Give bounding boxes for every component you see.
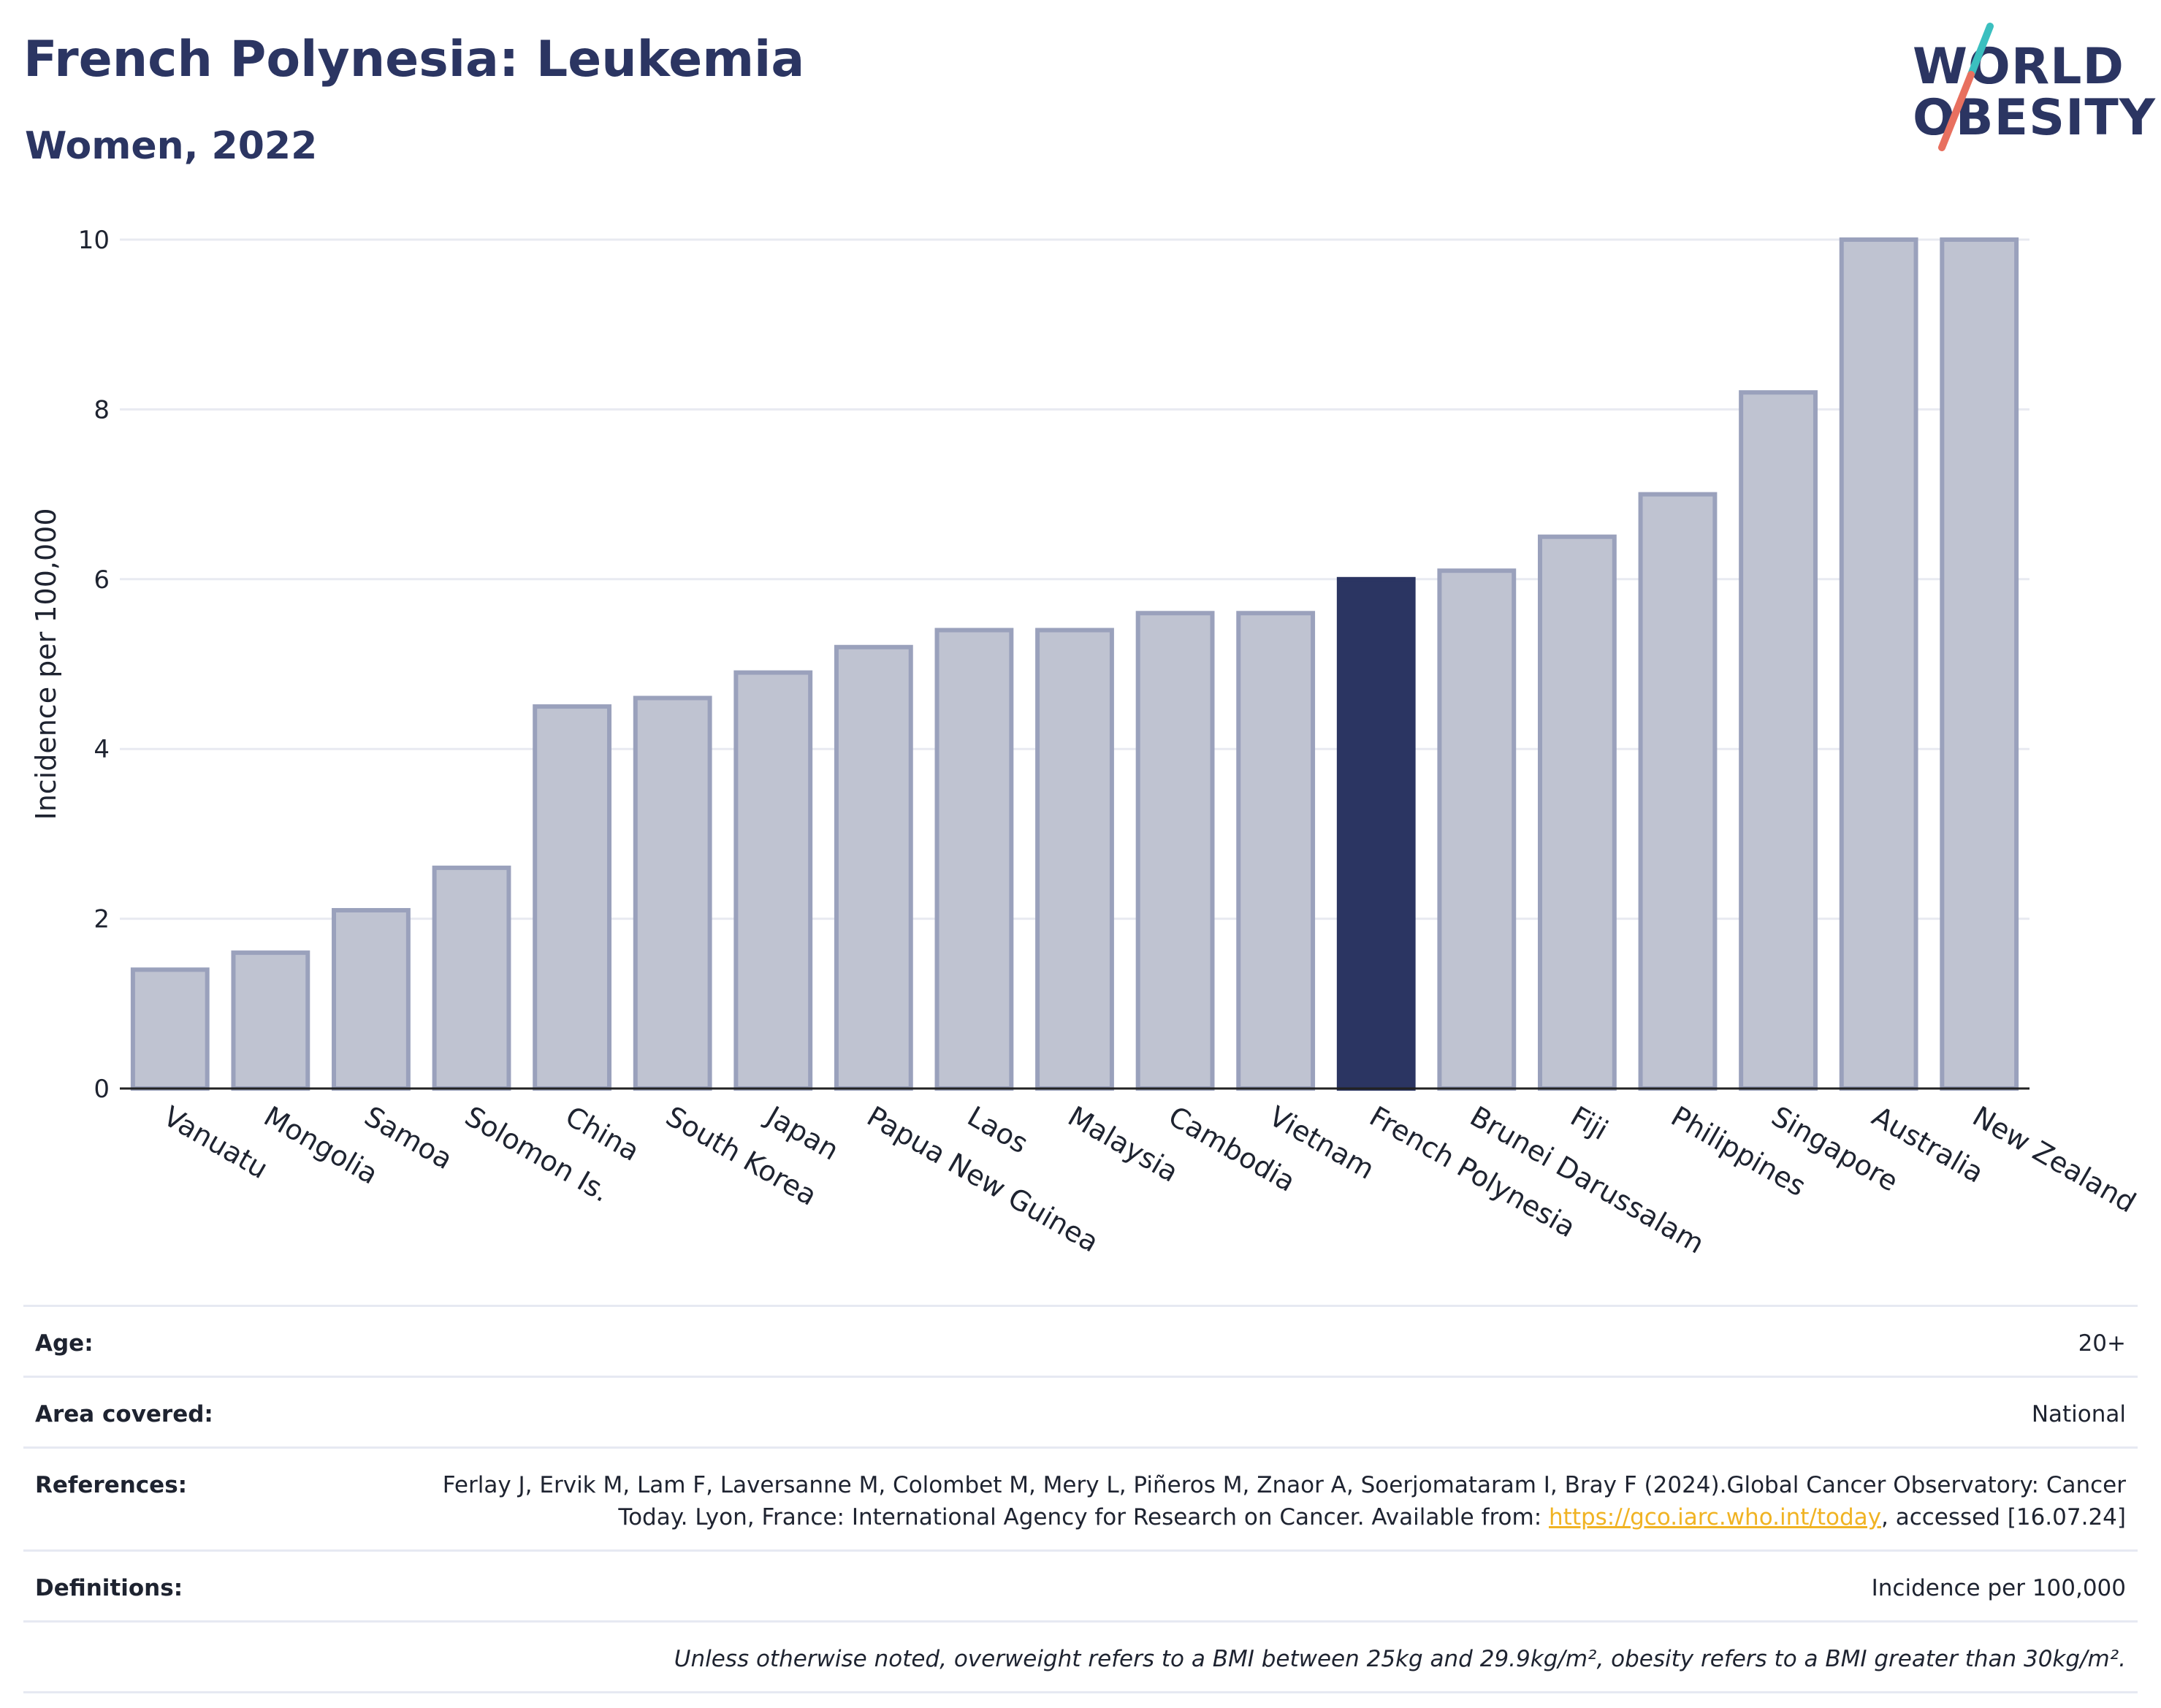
bar (633, 695, 712, 1091)
age-label: Age: (35, 1330, 94, 1357)
info-row-references: References: Ferlay J, Ervik M, Lam F, La… (23, 1446, 2138, 1549)
y-tick-label: 4 (94, 735, 110, 764)
definitions-label: Definitions: (35, 1575, 183, 1601)
x-category-label: Malaysia (1063, 1100, 1184, 1189)
bar (1236, 611, 1316, 1091)
bar (834, 644, 913, 1091)
page-title: French Polynesia: Leukemia (23, 31, 805, 88)
x-category-label: Fiji (1565, 1100, 1613, 1146)
logo-slash-icon (1938, 23, 1994, 151)
y-tick-label: 10 (78, 226, 110, 255)
bar-highlight (1336, 576, 1416, 1091)
y-tick-label: 0 (94, 1075, 110, 1104)
bar (533, 704, 612, 1091)
bar (1537, 534, 1617, 1091)
bmi-note: Unless otherwise noted, overweight refer… (674, 1646, 2126, 1672)
bar (130, 967, 210, 1091)
references-label: References: (35, 1472, 188, 1498)
world-obesity-logo: WORLD OBESITY (1899, 22, 2155, 161)
info-row-note: Unless otherwise noted, overweight refer… (23, 1620, 2138, 1693)
references-value: Ferlay J, Ervik M, Lam F, Laversanne M, … (373, 1469, 2126, 1533)
bar (1940, 237, 2019, 1091)
x-category-label: New Zealand (1967, 1100, 2141, 1219)
x-category-label: Vanuatu (158, 1100, 273, 1185)
x-category-label: Laos (962, 1100, 1034, 1160)
x-category-label: Mongolia (259, 1100, 384, 1191)
bar (1839, 237, 1918, 1091)
bar (1638, 492, 1718, 1091)
logo-text-line1: WORLD (1913, 38, 2124, 96)
bar (432, 865, 511, 1091)
bar (934, 628, 1014, 1091)
y-tick-label: 2 (94, 905, 110, 934)
y-tick-label: 8 (94, 395, 110, 424)
age-value: 20+ (2078, 1330, 2126, 1357)
page-subtitle: Women, 2022 (25, 124, 318, 168)
references-text-1: Ferlay J, Ervik M, Lam F, Laversanne M, … (442, 1472, 2126, 1530)
info-row-definitions: Definitions: Incidence per 100,000 (23, 1549, 2138, 1620)
area-label: Area covered: (35, 1401, 213, 1427)
info-row-area: Area covered: National (23, 1376, 2138, 1446)
references-text-2: , accessed [16.07.24] (1880, 1504, 2126, 1530)
definitions-value: Incidence per 100,000 (1871, 1575, 2126, 1601)
bar-chart: 0 2 4 6 8 10 Incidence per 100,000 VanuatuMongo… (30, 226, 2141, 1260)
info-row-age: Age: 20+ (23, 1305, 2138, 1376)
references-link[interactable]: https://gco.iarc.who.int/today (1549, 1504, 1881, 1530)
bar (733, 670, 813, 1091)
y-tick-label: 6 (94, 565, 110, 595)
bar (1135, 611, 1215, 1091)
bar (1437, 568, 1517, 1091)
bar (1035, 628, 1114, 1091)
bar (231, 950, 310, 1091)
info-table: Age: 20+ Area covered: National Referenc… (23, 1305, 2138, 1693)
bar (1739, 390, 1818, 1091)
bar (332, 907, 411, 1091)
y-axis-label: Incidence per 100,000 (30, 508, 62, 820)
area-value: National (2031, 1401, 2126, 1427)
